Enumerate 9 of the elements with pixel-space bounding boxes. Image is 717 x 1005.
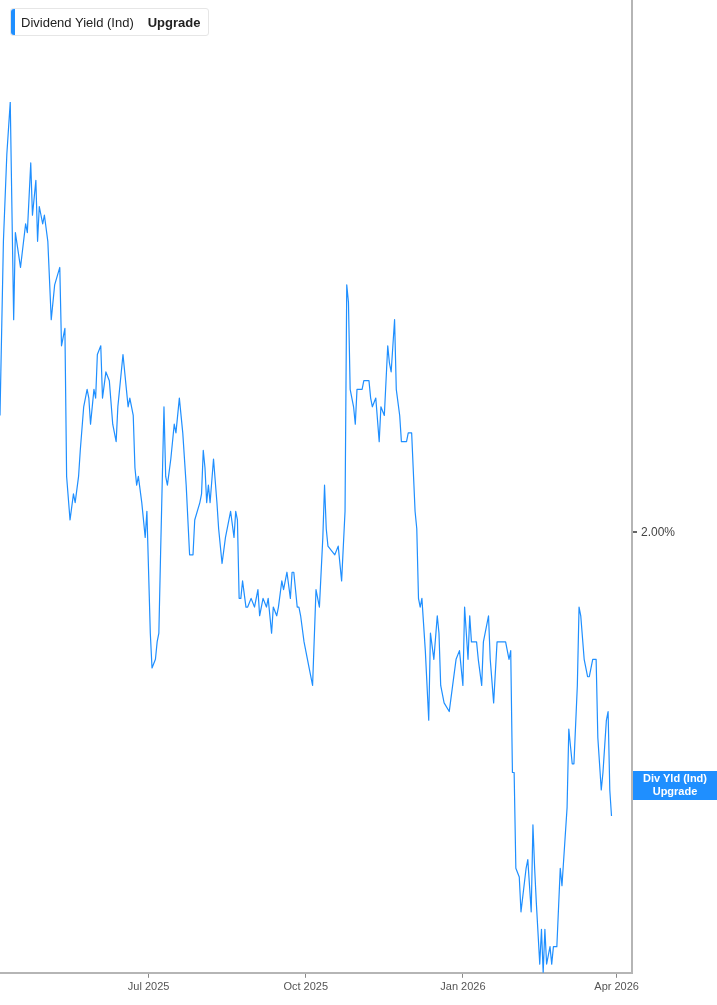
- x-tick-label: Jul 2025: [127, 980, 170, 993]
- x-tick-label: Jan 2026: [440, 980, 486, 993]
- legend-label: Dividend Yield (Ind): [21, 14, 134, 30]
- x-tick-label: Apr 2026: [594, 980, 639, 993]
- text: 2.00%: [641, 525, 676, 539]
- text: Upgrade: [147, 14, 201, 30]
- text: Div Yld (Ind): [642, 772, 708, 785]
- text: Upgrade: [651, 785, 699, 798]
- x-tick-label: Oct 2025: [283, 980, 329, 993]
